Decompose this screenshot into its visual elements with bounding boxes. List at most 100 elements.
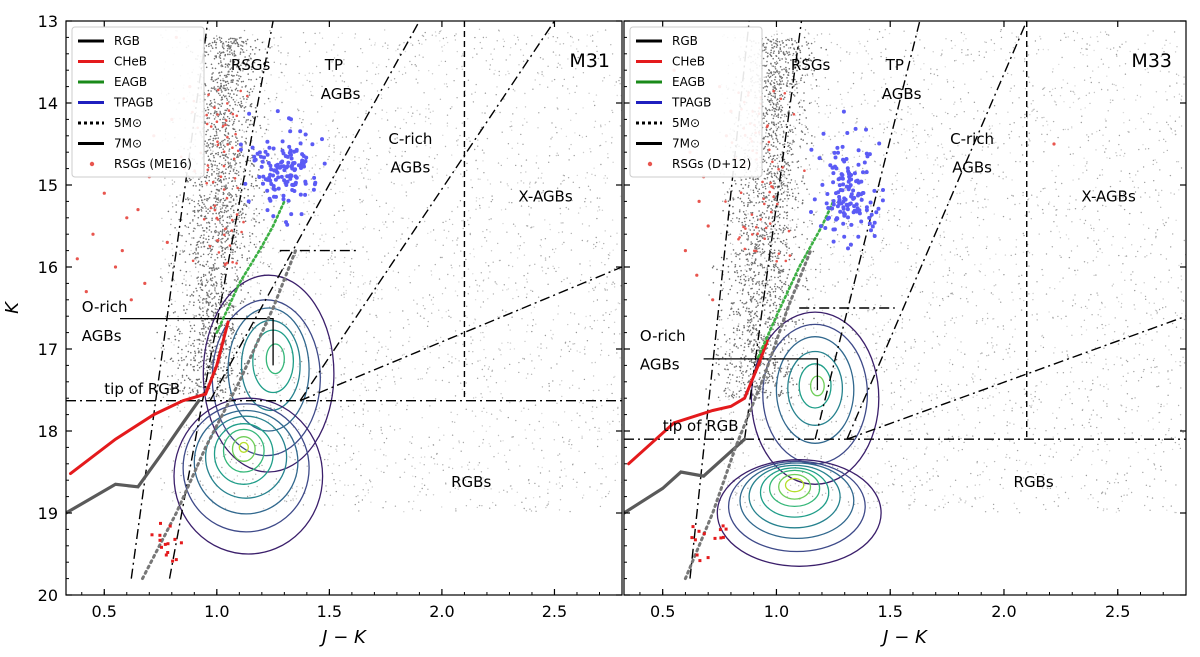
field-star: [419, 509, 422, 512]
field-star: [379, 387, 381, 389]
field-star: [203, 265, 205, 268]
field-star: [563, 179, 565, 182]
field-star: [467, 219, 469, 221]
field-star: [205, 366, 208, 369]
field-star: [542, 191, 544, 193]
field-star: [258, 212, 261, 215]
field-star: [491, 369, 494, 371]
field-star: [454, 35, 456, 37]
field-star: [593, 289, 595, 291]
field-star: [250, 184, 253, 187]
field-star: [408, 217, 410, 220]
field-star: [263, 377, 265, 379]
field-star: [293, 334, 295, 336]
field-star: [577, 212, 580, 214]
field-star: [228, 374, 231, 377]
field-star: [212, 137, 215, 140]
field-star: [286, 202, 289, 205]
field-star: [302, 126, 304, 128]
field-star: [291, 487, 294, 489]
field-star: [495, 282, 497, 285]
field-star: [514, 43, 517, 45]
field-star: [224, 112, 226, 114]
field-star: [226, 216, 229, 218]
field-star: [216, 145, 218, 148]
field-star: [512, 436, 514, 438]
field-star: [198, 332, 201, 334]
field-star: [440, 60, 443, 62]
field-star: [453, 275, 455, 277]
field-star: [400, 107, 402, 110]
field-star: [162, 445, 164, 447]
field-star: [525, 510, 528, 512]
field-star: [814, 136, 816, 138]
field-star: [210, 256, 212, 259]
field-star: [378, 172, 380, 174]
field-star: [591, 362, 593, 364]
field-star: [505, 461, 507, 463]
field-star: [233, 120, 235, 123]
field-star: [208, 103, 211, 106]
field-star: [226, 205, 228, 208]
field-star: [241, 129, 244, 131]
tpagb-point: [269, 167, 274, 172]
field-star: [498, 74, 500, 77]
field-star: [197, 202, 199, 205]
field-star: [239, 266, 241, 269]
field-star: [190, 275, 192, 277]
field-star: [460, 250, 462, 252]
field-star: [219, 39, 221, 41]
field-star: [189, 330, 192, 333]
field-star: [618, 302, 621, 305]
field-star: [172, 312, 175, 314]
field-star: [386, 163, 388, 166]
rsg-point: [231, 218, 234, 222]
field-star: [221, 98, 224, 101]
field-star: [287, 55, 289, 57]
tpagb-point: [275, 162, 280, 167]
field-star: [164, 177, 166, 179]
field-star: [531, 35, 533, 37]
field-star: [1177, 74, 1180, 77]
field-star: [223, 365, 225, 368]
field-star: [369, 313, 371, 315]
field-star: [360, 474, 362, 477]
field-star: [160, 347, 163, 349]
field-star: [234, 153, 237, 155]
field-star: [451, 210, 453, 213]
field-star: [489, 231, 491, 233]
field-star: [161, 342, 163, 344]
field-star: [332, 119, 334, 121]
field-star: [260, 445, 262, 447]
field-star: [582, 402, 584, 404]
field-star: [236, 199, 238, 201]
field-star: [523, 118, 526, 120]
field-star: [589, 486, 591, 488]
field-star: [361, 499, 364, 501]
field-star: [414, 476, 417, 478]
field-star: [223, 185, 225, 187]
field-star: [221, 284, 223, 287]
field-star: [411, 63, 413, 66]
field-star: [525, 159, 528, 161]
field-star: [236, 275, 238, 278]
field-star: [293, 290, 295, 292]
field-star: [518, 153, 520, 155]
field-star: [211, 237, 214, 240]
field-star: [185, 345, 187, 347]
tpagb-point: [286, 198, 291, 203]
field-star: [240, 64, 242, 67]
field-star: [200, 184, 202, 187]
field-star: [597, 31, 599, 33]
field-star: [206, 106, 209, 109]
field-star: [501, 342, 503, 344]
field-star: [327, 259, 329, 261]
field-star: [184, 442, 186, 445]
field-star: [797, 218, 799, 220]
field-star: [164, 184, 166, 186]
field-star: [302, 445, 305, 447]
field-star: [517, 36, 519, 38]
tpagb-point: [280, 159, 285, 164]
region-label: AGBs: [321, 85, 361, 103]
field-star: [229, 46, 232, 49]
